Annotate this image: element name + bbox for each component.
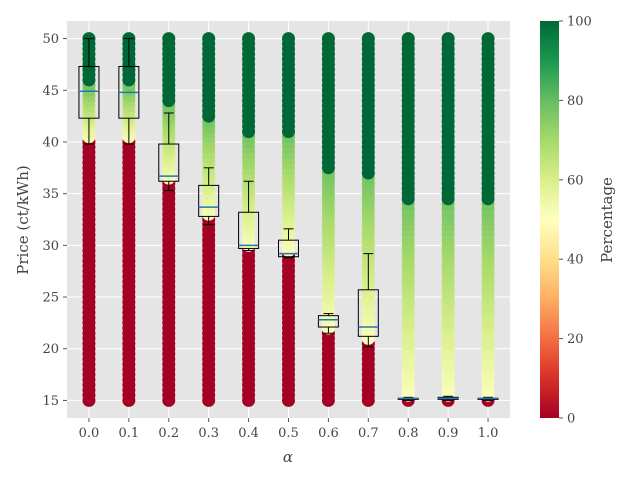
strip-point [481,32,495,46]
y-tick-label: 40 [42,135,59,150]
colorbar-ticks: 0 20 40 60 80 100 [559,15,592,427]
strip-point [401,32,415,46]
boxplot-alpha-0.3 [198,167,220,226]
x-axis-label: α [283,448,293,466]
x-tick-label: 0.8 [398,426,419,441]
strip-alpha-0.2 [162,32,176,407]
strips [82,32,495,407]
boxplots [78,38,499,401]
y-tick-label: 45 [42,84,59,99]
colorbar-tick-label: 100 [567,15,592,30]
strip-alpha-1 [481,32,495,407]
boxplot-alpha-0 [78,38,100,145]
colorbar-tick-label: 80 [567,94,584,109]
boxplot-alpha-0.4 [238,180,260,252]
strip-alpha-0.5 [282,32,295,407]
x-tick-label: 0.0 [79,426,100,441]
y-tick-label: 20 [42,342,59,357]
strip-alpha-0 [82,32,96,407]
box [278,239,299,258]
x-tick-label: 0.6 [318,426,339,441]
box [238,211,260,249]
strip-alpha-0.7 [361,32,375,407]
boxplot-alpha-0.7 [357,253,379,348]
boxplot-alpha-0.9 [437,395,459,401]
box [78,65,100,119]
colorbar-tick-label: 20 [567,332,584,347]
colorbar-tick-label: 40 [567,253,584,268]
box [158,143,180,182]
boxplot-alpha-0.2 [158,112,180,192]
strip-point [242,32,256,46]
colorbar-label: Percentage [598,177,616,263]
y-tick-label: 25 [42,291,59,306]
strip-alpha-0.3 [202,32,216,407]
boxplot-alpha-0.5 [278,228,299,259]
x-tick-label: 0.9 [438,426,459,441]
x-tick-label: 0.3 [198,426,219,441]
box [198,184,220,217]
strip-alpha-0.1 [122,32,136,407]
strip-point [441,32,455,46]
colorbar-tick-label: 60 [567,173,584,188]
y-axis-ticks: 15 20 25 30 35 40 45 50 [42,32,67,409]
x-tick-label: 0.1 [119,426,140,441]
colorbar-tick-label: 0 [567,412,575,427]
y-tick-label: 35 [42,187,59,202]
strip-point [282,32,295,46]
y-tick-label: 50 [42,32,59,47]
x-tick-label: 0.7 [358,426,379,441]
colorbar [540,21,559,418]
boxplot-alpha-0.1 [118,38,140,145]
x-tick-label: 1.0 [478,426,499,441]
strip-point [361,32,375,46]
box [317,315,339,328]
x-tick-label: 0.2 [158,426,179,441]
y-tick-label: 15 [42,394,59,409]
boxplot-alpha-1 [477,396,499,401]
x-tick-label: 0.5 [278,426,299,441]
y-axis-label: Price (ct/kWh) [14,165,32,274]
x-tick-label: 0.4 [238,426,259,441]
strip-point [321,32,335,46]
x-axis-ticks: 0.0 0.1 0.2 0.3 0.4 0.5 0.6 0.7 0.8 0.9 1.0 [79,418,499,441]
box [357,289,379,337]
strip-alpha-0.8 [401,32,415,407]
strip-alpha-0.4 [242,32,256,407]
strip-point [162,32,176,46]
strip-alpha-0.9 [441,32,455,407]
y-tick-label: 30 [42,239,59,254]
strip-alpha-0.6 [321,32,335,407]
boxplot-alpha-0.6 [317,313,339,334]
strip-point [202,32,216,46]
boxplot-alpha-0.8 [397,396,419,401]
